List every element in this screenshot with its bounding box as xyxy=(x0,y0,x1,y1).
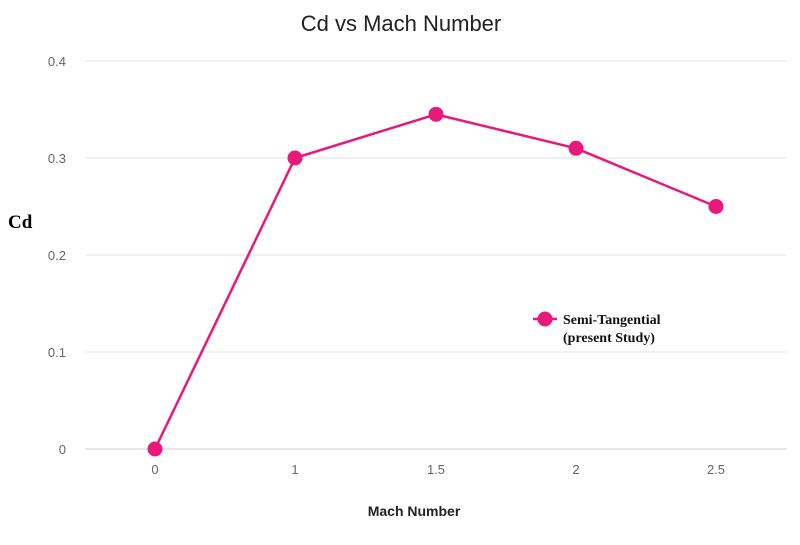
data-point-0 xyxy=(147,441,163,457)
x-tick-label: 1.5 xyxy=(427,462,445,477)
y-tick-label: 0.3 xyxy=(48,151,66,166)
data-point-1_5 xyxy=(428,106,444,122)
y-axis-label: Cd xyxy=(8,212,33,233)
legend: Semi-Tangential (present Study) xyxy=(533,311,661,346)
x-tick-label: 2.5 xyxy=(707,462,725,477)
y-axis-ticks: 0 0.1 0.2 0.3 0.4 xyxy=(48,54,66,457)
series-line xyxy=(153,113,717,450)
legend-marker-swatch xyxy=(537,311,553,327)
legend-label-line-1: Semi-Tangential xyxy=(563,313,661,328)
data-point-1 xyxy=(287,150,303,166)
data-point-2_5 xyxy=(708,199,724,214)
x-tick-label: 0 xyxy=(151,462,158,477)
x-axis-label: Mach Number xyxy=(368,503,461,519)
y-tick-label: 0.2 xyxy=(48,248,66,263)
y-tick-label: 0.1 xyxy=(48,345,66,360)
data-point-2 xyxy=(568,140,584,156)
series-layer xyxy=(147,106,724,457)
x-tick-label: 1 xyxy=(291,462,298,477)
y-tick-label: 0 xyxy=(59,442,66,457)
legend-label-line-2: (present Study) xyxy=(563,331,655,346)
chart-title: Cd vs Mach Number xyxy=(301,11,502,36)
x-tick-label: 2 xyxy=(572,462,579,477)
y-tick-label: 0.4 xyxy=(48,54,66,69)
x-axis-ticks: 0 1 1.5 2 2.5 xyxy=(151,462,725,477)
